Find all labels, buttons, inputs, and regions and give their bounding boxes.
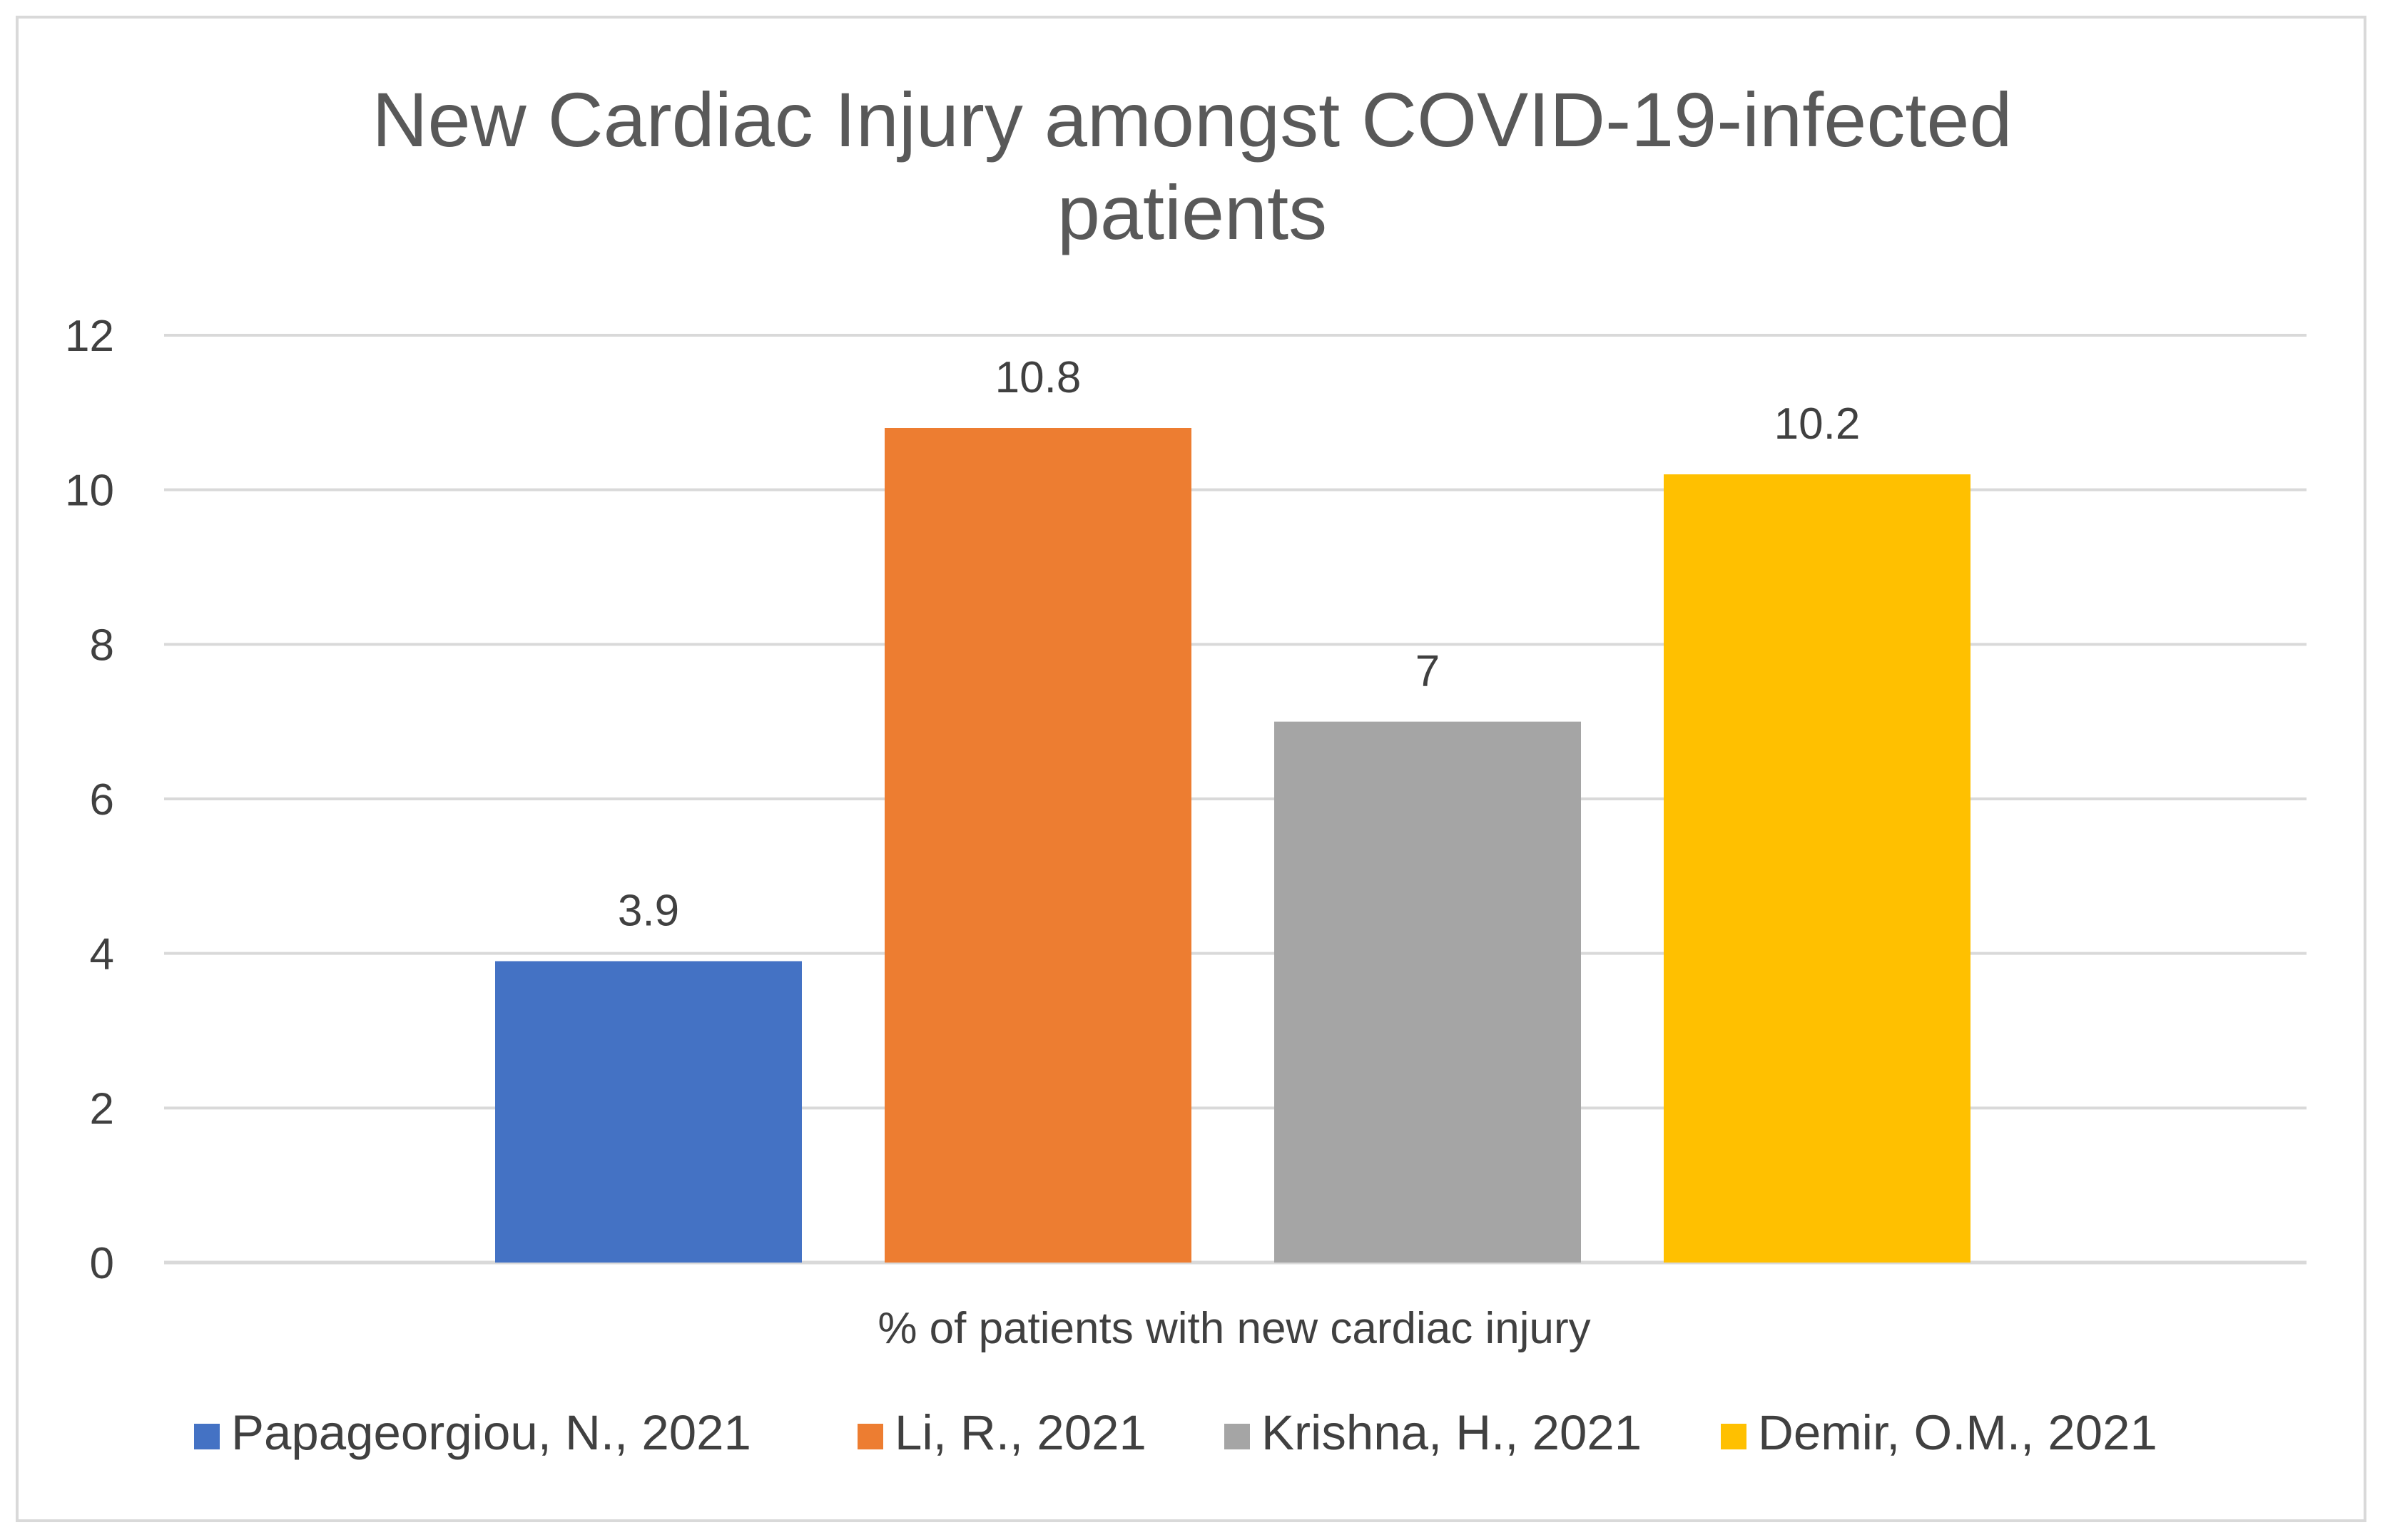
legend-swatch-4: [1721, 1424, 1746, 1449]
chart-title-line-1: New Cardiac Injury amongst COVID-19-infe…: [372, 76, 2013, 163]
y-tick-label: 10: [65, 466, 114, 516]
data-label-4: 10.2: [1774, 399, 1861, 449]
y-tick-label: 0: [90, 1239, 114, 1288]
legend-label-2: Li, R., 2021: [895, 1405, 1146, 1460]
y-tick-label: 12: [65, 312, 114, 361]
y-tick-label: 6: [90, 775, 114, 825]
data-label-2: 10.8: [995, 353, 1082, 402]
x-axis-category-label: % of patients with new cardiac injury: [878, 1304, 1590, 1353]
bar-2: [885, 428, 1191, 1263]
chart-title-line-2: patients: [1057, 169, 1327, 255]
legend-swatch-2: [858, 1424, 883, 1449]
legend-label-4: Demir, O.M., 2021: [1758, 1405, 2157, 1460]
y-tick-label: 2: [90, 1084, 114, 1133]
legend-label-1: Papageorgiou, N., 2021: [231, 1405, 751, 1460]
bar-3: [1274, 721, 1581, 1263]
legend-label-3: Krishna, H., 2021: [1261, 1405, 1642, 1460]
bar-1: [495, 961, 802, 1263]
data-label-3: 7: [1415, 647, 1440, 696]
legend-swatch-3: [1224, 1424, 1250, 1449]
y-tick-label: 8: [90, 621, 114, 670]
legend-swatch-1: [194, 1424, 220, 1449]
y-tick-label: 4: [90, 930, 114, 979]
bar-4: [1664, 474, 1970, 1263]
data-label-1: 3.9: [618, 887, 679, 936]
